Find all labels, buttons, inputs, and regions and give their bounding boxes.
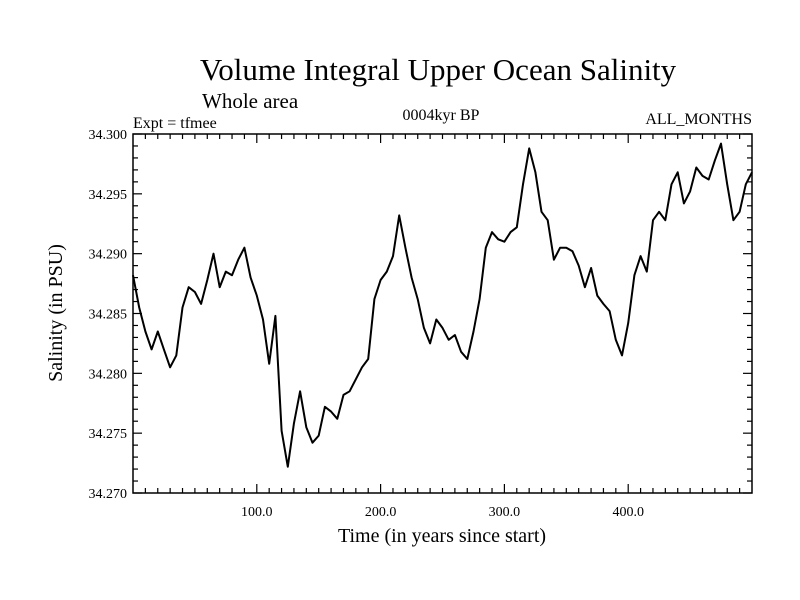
axis-tick-labels: 100.0 200.0 300.0 400.0 34.270 34.275 34.280 34…	[89, 128, 644, 520]
x-axis-label: Time (in years since start)	[338, 525, 546, 547]
x-tick-label: 200.0	[365, 505, 397, 520]
x-tick-label: 100.0	[241, 505, 273, 520]
y-axis-label: Salinity (in PSU)	[45, 244, 67, 382]
y-tick-label: 34.280	[89, 367, 128, 382]
axis-ticks	[133, 133, 752, 494]
y-tick-label: 34.300	[89, 128, 128, 143]
plot-frame	[132, 133, 753, 494]
chart-title: Volume Integral Upper Ocean Salinity	[200, 52, 677, 87]
months-label: ALL_MONTHS	[645, 111, 752, 128]
y-tick-label: 34.295	[89, 188, 128, 203]
salinity-series-line	[132, 142, 753, 468]
y-tick-label: 34.285	[89, 308, 128, 323]
chart-subtitle: Whole area	[202, 89, 299, 113]
x-tick-label: 400.0	[612, 505, 644, 520]
y-tick-label: 34.270	[89, 487, 128, 502]
y-tick-label: 34.275	[89, 427, 128, 442]
x-tick-label: 300.0	[489, 505, 521, 520]
experiment-label: Expt = tfmee	[133, 115, 217, 132]
period-label: 0004kyr BP	[403, 107, 480, 124]
y-tick-label: 34.290	[89, 248, 128, 263]
